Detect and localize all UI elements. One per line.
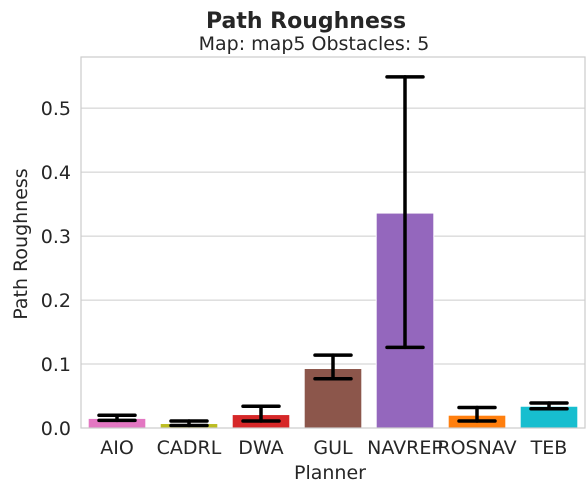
x-tick-label: NAVREP <box>367 437 443 459</box>
y-tick-label: 0.5 <box>41 98 71 120</box>
plot-frame <box>80 56 586 429</box>
y-tick-labels: 0.0 0.1 0.2 0.3 0.4 0.5 <box>41 98 71 440</box>
y-tick-label: 0.3 <box>41 226 71 248</box>
chart-subtitle: Map: map5 Obstacles: 5 <box>199 33 430 55</box>
bars <box>87 212 579 429</box>
x-axis-label: Planner <box>294 462 366 484</box>
error-bar-gul <box>313 353 353 381</box>
chart-title: Path Roughness <box>206 9 406 34</box>
x-tick-label: ROSNAV <box>437 437 516 459</box>
x-tick-label: CADRL <box>157 437 222 459</box>
error-bar-aio <box>97 413 137 423</box>
x-tick-label: AIO <box>100 437 134 459</box>
y-tick-label: 0.1 <box>41 354 71 376</box>
error-bar-teb <box>529 401 569 411</box>
error-bar-navrep <box>385 75 425 350</box>
x-tick-label: TEB <box>530 437 568 459</box>
y-tick-label: 0.2 <box>41 290 71 312</box>
error-bar-dwa <box>241 404 281 423</box>
x-tick-label: DWA <box>238 437 283 459</box>
y-tick-label: 0.4 <box>41 162 71 184</box>
error-bar-rosnav <box>457 405 497 423</box>
y-axis-label: Path Roughness <box>10 168 32 319</box>
error-bars <box>97 75 569 428</box>
error-bar-cadrl <box>169 419 209 428</box>
y-tick-label: 0.0 <box>41 418 71 440</box>
x-tick-label: GUL <box>313 437 353 459</box>
